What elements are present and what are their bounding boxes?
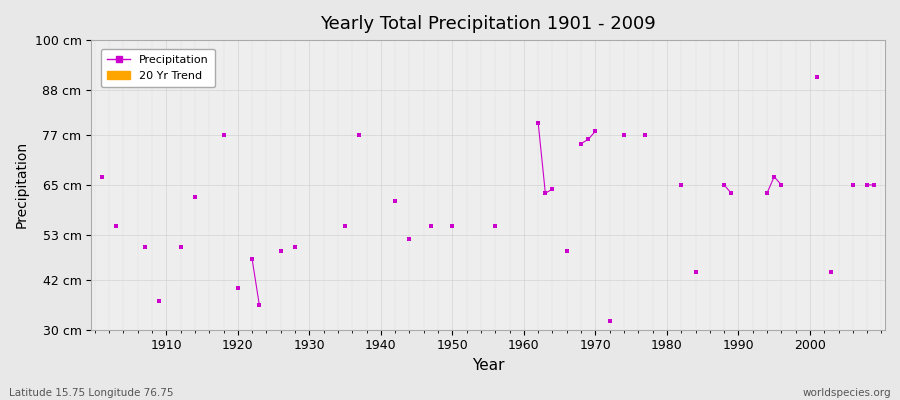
Text: Latitude 15.75 Longitude 76.75: Latitude 15.75 Longitude 76.75 (9, 388, 174, 398)
Legend: Precipitation, 20 Yr Trend: Precipitation, 20 Yr Trend (101, 48, 215, 88)
X-axis label: Year: Year (472, 358, 504, 373)
Y-axis label: Precipitation: Precipitation (15, 141, 29, 228)
Title: Yearly Total Precipitation 1901 - 2009: Yearly Total Precipitation 1901 - 2009 (320, 15, 656, 33)
Text: worldspecies.org: worldspecies.org (803, 388, 891, 398)
